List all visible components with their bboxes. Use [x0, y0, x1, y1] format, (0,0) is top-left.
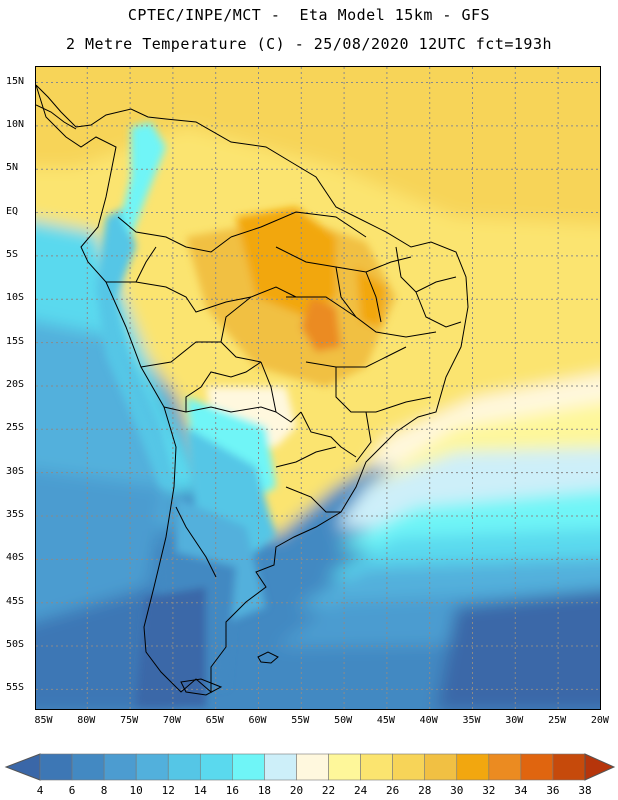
colorbar-level-label: 20 — [289, 784, 304, 797]
colorbar-swatch — [39, 753, 73, 781]
colorbar-swatch — [328, 753, 361, 781]
title-line-1: CPTEC/INPE/MCT - Eta Model 15km - GFS — [127, 6, 491, 24]
colorbar-level-label: 32 — [482, 784, 496, 797]
lat-label: 10N — [6, 118, 25, 130]
lat-label: EQ — [6, 205, 19, 217]
colorbar-swatch — [392, 753, 426, 781]
coastline-and-borders — [36, 84, 469, 696]
lon-label: 75W — [120, 715, 139, 726]
colorbar-level-label: 4 — [36, 784, 44, 797]
lat-lon-grid — [36, 67, 600, 709]
lon-label: 55W — [291, 715, 310, 726]
lon-label: 35W — [462, 715, 481, 726]
colorbar-level-label: 38 — [578, 784, 592, 797]
lon-label: 70W — [162, 715, 181, 726]
colorbar-swatch — [103, 753, 137, 781]
lon-label: 30W — [505, 715, 524, 726]
colorbar-swatch — [296, 753, 329, 781]
colorbar-swatch — [360, 753, 393, 781]
colorbar-level-label: 12 — [161, 784, 175, 797]
title-line-2: 2 Metre Temperature (C) - 25/08/2020 12U… — [65, 35, 553, 53]
colorbar-min-arrow — [4, 753, 41, 781]
lat-label: 20S — [6, 378, 25, 390]
colorbar-swatch — [199, 753, 233, 781]
colorbar-swatch — [520, 753, 554, 781]
colorbar-swatch — [552, 753, 586, 781]
colorbar-swatch — [264, 753, 297, 781]
lon-label: 60W — [248, 715, 267, 726]
land-warm-zones — [96, 122, 396, 707]
lat-label: 15N — [6, 75, 25, 87]
map-panel — [35, 66, 601, 710]
lat-label: 5S — [6, 248, 19, 260]
lat-label: 45S — [6, 595, 25, 607]
lat-label: 5N — [6, 162, 19, 174]
colorbar-swatch — [456, 753, 490, 781]
colorbar-level-label: 6 — [68, 784, 76, 797]
lat-label: 40S — [6, 552, 25, 564]
lon-label: 80W — [77, 715, 96, 726]
colorbar-level-label: 10 — [129, 784, 143, 797]
colorbar-level-label: 28 — [418, 784, 432, 797]
lon-label: 50W — [334, 715, 353, 726]
lat-label: 25S — [6, 422, 25, 434]
colorbar-level-label: 30 — [450, 784, 464, 797]
colorbar-swatch — [488, 753, 522, 781]
temperature-map — [36, 67, 600, 709]
colorbar-level-label: 14 — [193, 784, 207, 797]
colorbar-swatch — [135, 753, 169, 781]
colorbar-level-label: 22 — [321, 784, 336, 797]
lon-label: 40W — [419, 715, 438, 726]
lon-label: 20W — [590, 715, 609, 726]
lat-label: 35S — [6, 509, 25, 520]
colorbar-level-label: 16 — [225, 784, 239, 797]
lat-label: 15S — [6, 335, 25, 347]
lon-label: 25W — [548, 715, 567, 726]
colorbar-swatch — [424, 753, 458, 781]
lon-label: 45W — [376, 715, 395, 726]
colorbar-max-arrow — [584, 753, 616, 781]
lat-label: 30S — [6, 465, 25, 477]
lat-label: 10S — [6, 292, 25, 304]
colorbar-level-label: 36 — [546, 784, 560, 797]
colorbar-swatch — [232, 753, 265, 781]
colorbar-level-label: 8 — [100, 784, 108, 797]
color-scale-bar — [4, 753, 616, 781]
colorbar-level-label: 34 — [514, 784, 528, 797]
colorbar-swatch — [167, 753, 201, 781]
colorbar-swatch — [71, 753, 105, 781]
lon-label: 65W — [205, 715, 224, 726]
lon-label: 85W — [34, 715, 53, 726]
colorbar-level-label: 26 — [386, 784, 400, 797]
lat-label: 55S — [6, 682, 25, 694]
lat-label: 50S — [6, 639, 25, 651]
colorbar-level-label: 24 — [353, 784, 368, 797]
colorbar-level-label: 18 — [257, 784, 272, 797]
